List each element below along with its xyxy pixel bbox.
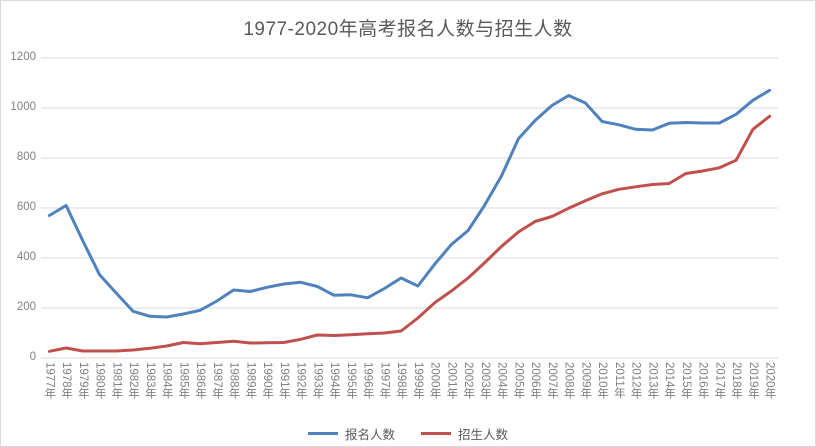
legend-line-blue-icon (307, 432, 338, 435)
x-tick-label: 1984年 (160, 362, 173, 400)
series-line-0 (47, 88, 772, 319)
x-tick-label: 2014年 (663, 362, 676, 400)
legend-line-red-icon (421, 432, 451, 435)
x-tick-label: 2010年 (596, 362, 609, 400)
x-tick-label: 1985年 (177, 362, 190, 400)
x-tick-label: 2015年 (679, 362, 692, 400)
x-tick-label: 1996年 (361, 362, 374, 400)
legend-item-admitted: 招生人数 (421, 424, 508, 443)
x-tick-label: 1981年 (110, 362, 123, 400)
x-tick-label: 2000年 (428, 362, 441, 400)
x-tick-label: 1998年 (395, 362, 408, 400)
x-tick-label: 2001年 (445, 362, 458, 400)
x-tick-label: 2013年 (646, 362, 659, 400)
x-tick-label: 1997年 (378, 362, 391, 400)
x-tick-label: 1983年 (143, 362, 156, 400)
x-tick-label: 1977年 (43, 362, 56, 400)
x-tick-label: 2019年 (746, 362, 759, 400)
y-tick-label: 200 (16, 301, 36, 313)
series-line-1 (47, 114, 772, 353)
x-tick-label: 1990年 (261, 362, 274, 400)
x-tick-label: 1991年 (277, 362, 290, 400)
x-tick-label: 2006年 (529, 362, 542, 400)
y-tick-label: 800 (16, 151, 36, 163)
legend: 报名人数 招生人数 (1, 424, 815, 443)
x-tick-label: 2008年 (562, 362, 575, 400)
y-tick-label: 1000 (10, 101, 36, 113)
x-tick-label: 2009年 (579, 362, 592, 400)
x-tick-label: 1978年 (60, 362, 73, 400)
x-tick-label: 1979年 (76, 362, 89, 400)
x-tick-label: 2004年 (495, 362, 508, 400)
y-tick-label: 0 (29, 351, 36, 363)
x-tick-label: 1995年 (344, 362, 357, 400)
y-tick-label: 1200 (10, 51, 36, 63)
legend-label-admitted: 招生人数 (458, 428, 509, 442)
x-tick-label: 1986年 (194, 362, 207, 400)
x-tick-label: 2017年 (713, 362, 726, 400)
chart-title: 1977-2020年高考报名人数与招生人数 (243, 19, 573, 40)
x-tick-label: 1982年 (127, 362, 140, 400)
x-tick-label: 2011年 (612, 362, 625, 399)
x-tick-label: 1992年 (294, 362, 307, 400)
x-tick-label: 1989年 (244, 362, 257, 400)
x-tick-label: 2007年 (545, 362, 558, 400)
x-tick-label: 2003年 (478, 362, 491, 400)
legend-label-registrants: 报名人数 (344, 428, 395, 442)
x-tick-label: 2002年 (462, 362, 475, 400)
x-tick-label: 1988年 (227, 362, 240, 400)
x-tick-label: 2020年 (763, 362, 776, 400)
x-tick-label: 2016年 (696, 362, 709, 400)
x-tick-label: 2005年 (512, 362, 525, 400)
x-tick-label: 2012年 (629, 362, 642, 400)
x-tick-label: 1980年 (93, 362, 106, 400)
x-tick-label: 1987年 (210, 362, 223, 400)
y-tick-label: 600 (16, 201, 36, 213)
legend-item-registrants: 报名人数 (307, 424, 395, 443)
x-tick-label: 2018年 (730, 362, 743, 400)
y-tick-label: 400 (16, 251, 36, 263)
x-tick-label: 1999年 (411, 362, 424, 400)
x-tick-label: 1994年 (328, 362, 341, 400)
x-tick-label: 1993年 (311, 362, 324, 400)
